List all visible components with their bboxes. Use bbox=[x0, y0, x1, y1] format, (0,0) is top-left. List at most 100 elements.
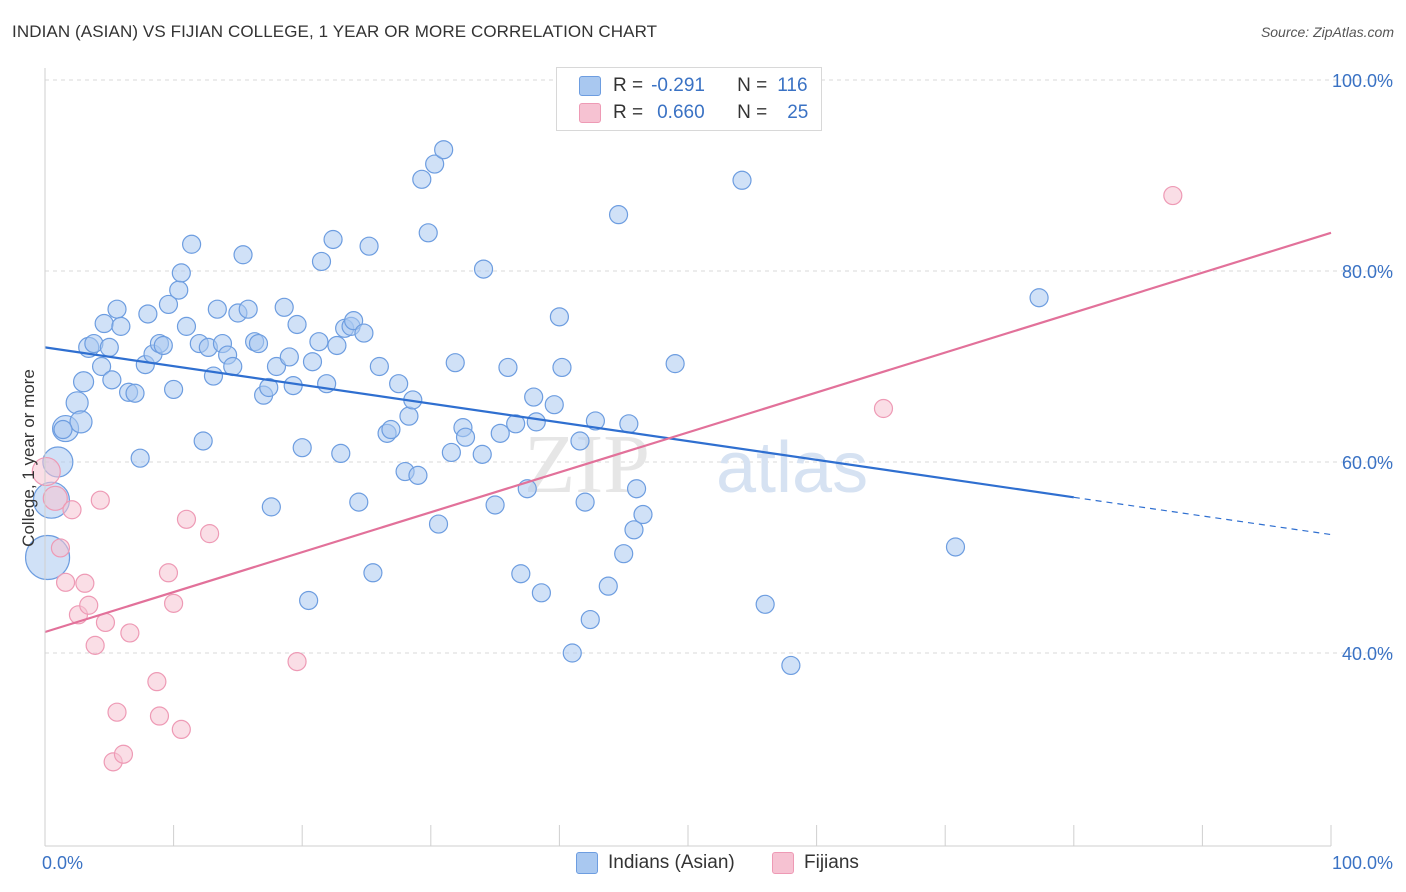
fijian-point bbox=[164, 593, 184, 613]
n-value: 116 bbox=[777, 75, 808, 96]
points-layer bbox=[24, 140, 1183, 772]
fijian-point bbox=[1163, 185, 1183, 206]
indian-point bbox=[732, 170, 752, 190]
indian-point bbox=[292, 438, 312, 458]
indian-point bbox=[549, 307, 570, 327]
y-tick-label: 80.0% bbox=[1342, 262, 1393, 282]
indian-point bbox=[207, 299, 227, 319]
chart-source: Source: ZipAtlas.com bbox=[1260, 24, 1394, 40]
r-label: R = bbox=[613, 75, 644, 96]
indian-trend-line bbox=[44, 346, 1074, 499]
stats-row-indians: R = -0.291 N = 116 bbox=[579, 73, 808, 99]
fijian-point bbox=[287, 651, 307, 672]
fijian-point bbox=[107, 702, 127, 722]
fijians-swatch bbox=[772, 852, 794, 874]
indians-swatch bbox=[579, 76, 601, 96]
indian-point bbox=[511, 564, 531, 584]
indian-point bbox=[193, 431, 213, 451]
indian-point bbox=[158, 294, 179, 315]
indian-point bbox=[311, 251, 332, 272]
indian-point bbox=[425, 154, 445, 174]
indian-point bbox=[238, 299, 258, 319]
indians-swatch bbox=[576, 852, 598, 874]
watermark: ZIP atlas bbox=[524, 418, 868, 511]
indian-point bbox=[524, 387, 544, 407]
indian-point bbox=[53, 419, 73, 440]
fijian-point bbox=[149, 706, 170, 726]
indian-point bbox=[309, 332, 329, 352]
indian-point bbox=[91, 356, 112, 377]
indian-point bbox=[299, 590, 319, 611]
axis-layer: 40.0% 60.0% 80.0% 100.0% 0.0% 100.0% College, … bbox=[19, 68, 1393, 873]
n-value: 25 bbox=[787, 102, 809, 123]
indian-point bbox=[585, 411, 606, 431]
r-value: 0.660 bbox=[657, 102, 705, 123]
fijian-point bbox=[113, 744, 134, 764]
indian-point bbox=[171, 263, 191, 283]
fijians-swatch bbox=[579, 103, 601, 123]
indian-point bbox=[349, 492, 369, 512]
indian-point bbox=[72, 371, 95, 393]
fijian-point bbox=[120, 623, 140, 643]
grid-layer bbox=[45, 79, 1394, 654]
indian-point bbox=[434, 140, 454, 160]
stats-legend: R = -0.291 N = 116 R = 0.660 N = 25 bbox=[556, 67, 822, 131]
indian-point bbox=[945, 537, 966, 557]
fijian-point bbox=[90, 490, 110, 510]
indian-point bbox=[69, 410, 93, 434]
legend-item-fijians: Fijians bbox=[772, 852, 859, 874]
indian-point bbox=[755, 594, 775, 614]
indian-point bbox=[125, 383, 145, 403]
y-tick-label: 100.0% bbox=[1332, 71, 1393, 91]
indian-point bbox=[279, 347, 299, 367]
fijian-point bbox=[176, 509, 197, 529]
indian-point bbox=[153, 335, 173, 356]
fijian-point bbox=[79, 595, 99, 615]
indian-point bbox=[455, 427, 476, 447]
fijian-point bbox=[42, 485, 68, 511]
indian-point bbox=[111, 316, 131, 336]
indian-point bbox=[473, 259, 494, 279]
x-tick-label: 0.0% bbox=[42, 853, 83, 873]
indian-point bbox=[274, 297, 294, 317]
indian-point bbox=[182, 234, 202, 254]
trend-layer bbox=[44, 231, 1332, 634]
x-tick-label: 100.0% bbox=[1332, 853, 1393, 873]
indian-point bbox=[369, 356, 389, 377]
indian-point bbox=[381, 419, 401, 440]
fijian-point bbox=[200, 524, 220, 544]
fijian-trend-line bbox=[44, 231, 1332, 634]
indian-point bbox=[624, 520, 644, 540]
r-label: R = bbox=[613, 102, 644, 123]
chart-title: INDIAN (ASIAN) VS FIJIAN COLLEGE, 1 YEAR… bbox=[12, 22, 658, 41]
legend-label-indians: Indians (Asian) bbox=[608, 852, 735, 873]
indian-point bbox=[233, 245, 253, 265]
indian-point bbox=[626, 479, 647, 499]
indian-point bbox=[130, 448, 150, 468]
n-label: N = bbox=[737, 75, 768, 96]
indian-point bbox=[490, 423, 510, 443]
indian-point bbox=[107, 299, 127, 319]
indian-point bbox=[665, 354, 685, 374]
indian-point bbox=[331, 443, 351, 464]
indian-point bbox=[359, 236, 379, 256]
fijian-point bbox=[158, 563, 179, 583]
indian-point bbox=[485, 495, 505, 515]
fijian-point bbox=[75, 573, 95, 593]
indian-point bbox=[580, 609, 600, 630]
indian-point bbox=[138, 304, 158, 324]
indian-point bbox=[472, 444, 492, 464]
n-label: N = bbox=[737, 102, 768, 123]
indian-point bbox=[99, 337, 119, 357]
fijian-point bbox=[50, 538, 71, 558]
indian-point bbox=[169, 280, 189, 300]
indian-point bbox=[164, 379, 184, 400]
indian-point bbox=[526, 412, 546, 432]
indian-point bbox=[531, 583, 551, 603]
indian-point bbox=[562, 643, 582, 663]
stats-row-fijians: R = 0.660 N = 25 bbox=[579, 100, 808, 126]
y-axis-label: College, 1 year or more bbox=[19, 369, 38, 547]
indian-point bbox=[619, 414, 639, 434]
indian-point bbox=[544, 395, 564, 415]
